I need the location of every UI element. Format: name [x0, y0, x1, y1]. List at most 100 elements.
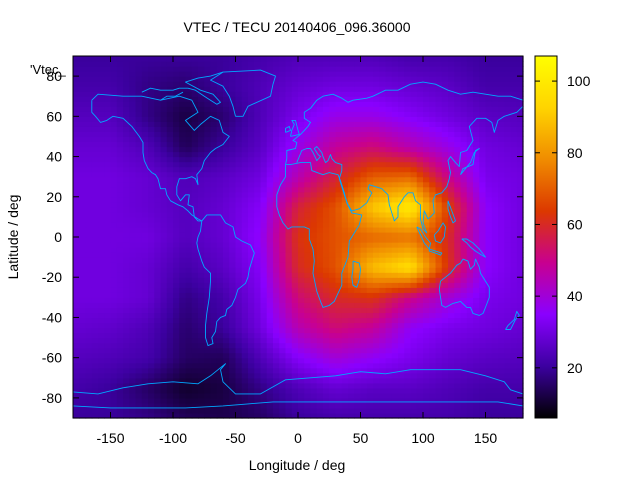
heatmap-cell: [504, 201, 512, 208]
heatmap-cell: [198, 101, 205, 107]
heatmap-cell: [266, 226, 274, 233]
heatmap-cell: [385, 81, 393, 87]
heatmap-cell: [448, 302, 455, 308]
heatmap-cell: [229, 412, 237, 419]
heatmap-cell: [273, 282, 280, 288]
heatmap-cell: [498, 146, 505, 153]
heatmap-cell: [154, 221, 162, 228]
heatmap-cell: [98, 186, 105, 193]
heatmap-cell: [223, 357, 230, 364]
heatmap-cell: [491, 136, 499, 143]
heatmap-cell: [323, 342, 330, 349]
heatmap-cell: [98, 337, 105, 344]
heatmap-cell: [166, 66, 174, 72]
heatmap-cell: [479, 76, 487, 82]
heatmap-cell: [135, 402, 143, 409]
heatmap-cell: [316, 272, 324, 278]
heatmap-cell: [404, 237, 412, 243]
heatmap-cell: [73, 267, 80, 273]
heatmap-cell: [179, 221, 187, 228]
heatmap-cell: [360, 141, 368, 148]
heatmap-cell: [229, 211, 237, 218]
heatmap-cell: [479, 332, 487, 339]
heatmap-cell: [254, 106, 262, 112]
heatmap-cell: [323, 347, 330, 354]
heatmap-cell: [116, 81, 124, 87]
heatmap-cell: [254, 81, 262, 87]
heatmap-cell: [173, 206, 180, 213]
heatmap-cell: [329, 86, 337, 92]
heatmap-cell: [341, 146, 349, 153]
heatmap-cell: [198, 262, 205, 268]
heatmap-cell: [454, 327, 462, 334]
heatmap-cell: [248, 111, 255, 117]
heatmap-cell: [254, 166, 262, 173]
heatmap-cell: [323, 277, 330, 283]
heatmap-cell: [354, 196, 362, 203]
heatmap-cell: [429, 121, 437, 127]
heatmap-cell: [98, 367, 105, 374]
heatmap-cell: [498, 141, 505, 148]
heatmap-cell: [98, 66, 105, 72]
heatmap-cell: [329, 131, 337, 138]
heatmap-cell: [273, 382, 280, 389]
heatmap-cell: [173, 262, 180, 268]
heatmap-cell: [423, 242, 430, 248]
heatmap-cell: [391, 151, 399, 158]
heatmap-cell: [154, 302, 162, 308]
heatmap-cell: [85, 221, 93, 228]
heatmap-cell: [241, 216, 249, 223]
heatmap-cell: [504, 106, 512, 112]
heatmap-cell: [454, 206, 462, 213]
heatmap-cell: [448, 211, 455, 218]
heatmap-cell: [498, 126, 505, 133]
heatmap-cell: [516, 176, 524, 183]
heatmap-cell: [323, 327, 330, 334]
heatmap-cell: [148, 126, 155, 133]
heatmap-cell: [154, 71, 162, 77]
heatmap-cell: [110, 317, 118, 324]
heatmap-cell: [166, 402, 174, 409]
heatmap-cell: [391, 297, 399, 303]
heatmap-cell: [460, 216, 468, 223]
heatmap-cell: [329, 121, 337, 127]
heatmap-cell: [91, 126, 99, 133]
heatmap-cell: [341, 272, 349, 278]
heatmap-cell: [166, 322, 174, 329]
heatmap-cell: [266, 257, 274, 263]
heatmap-cell: [260, 332, 268, 339]
heatmap-cell: [379, 191, 387, 198]
heatmap-cell: [210, 71, 218, 77]
heatmap-cell: [79, 91, 87, 97]
heatmap-cell: [360, 312, 368, 319]
heatmap-cell: [354, 91, 362, 97]
heatmap-cell: [273, 231, 280, 238]
heatmap-cell: [129, 201, 137, 208]
heatmap-cell: [210, 141, 218, 148]
heatmap-cell: [429, 332, 437, 339]
heatmap-cell: [423, 86, 430, 92]
heatmap-cell: [360, 287, 368, 293]
heatmap-cell: [79, 387, 87, 394]
heatmap-cell: [116, 247, 124, 253]
heatmap-cell: [166, 377, 174, 384]
heatmap-cell: [116, 362, 124, 369]
heatmap-cell: [116, 226, 124, 233]
heatmap-cell: [266, 126, 274, 133]
heatmap-cell: [104, 312, 112, 319]
heatmap-cell: [310, 86, 318, 92]
heatmap-cell: [473, 292, 480, 298]
heatmap-cell: [191, 317, 199, 324]
heatmap-cell: [279, 362, 287, 369]
heatmap-cell: [366, 191, 374, 198]
heatmap-cell: [141, 297, 149, 303]
heatmap-cell: [366, 201, 374, 208]
heatmap-cell: [191, 237, 199, 243]
heatmap-cell: [166, 407, 174, 414]
heatmap-cell: [423, 292, 430, 298]
heatmap-cell: [179, 407, 187, 414]
heatmap-cell: [504, 121, 512, 127]
heatmap-cell: [85, 196, 93, 203]
heatmap-cell: [329, 101, 337, 107]
heatmap-cell: [98, 221, 105, 228]
